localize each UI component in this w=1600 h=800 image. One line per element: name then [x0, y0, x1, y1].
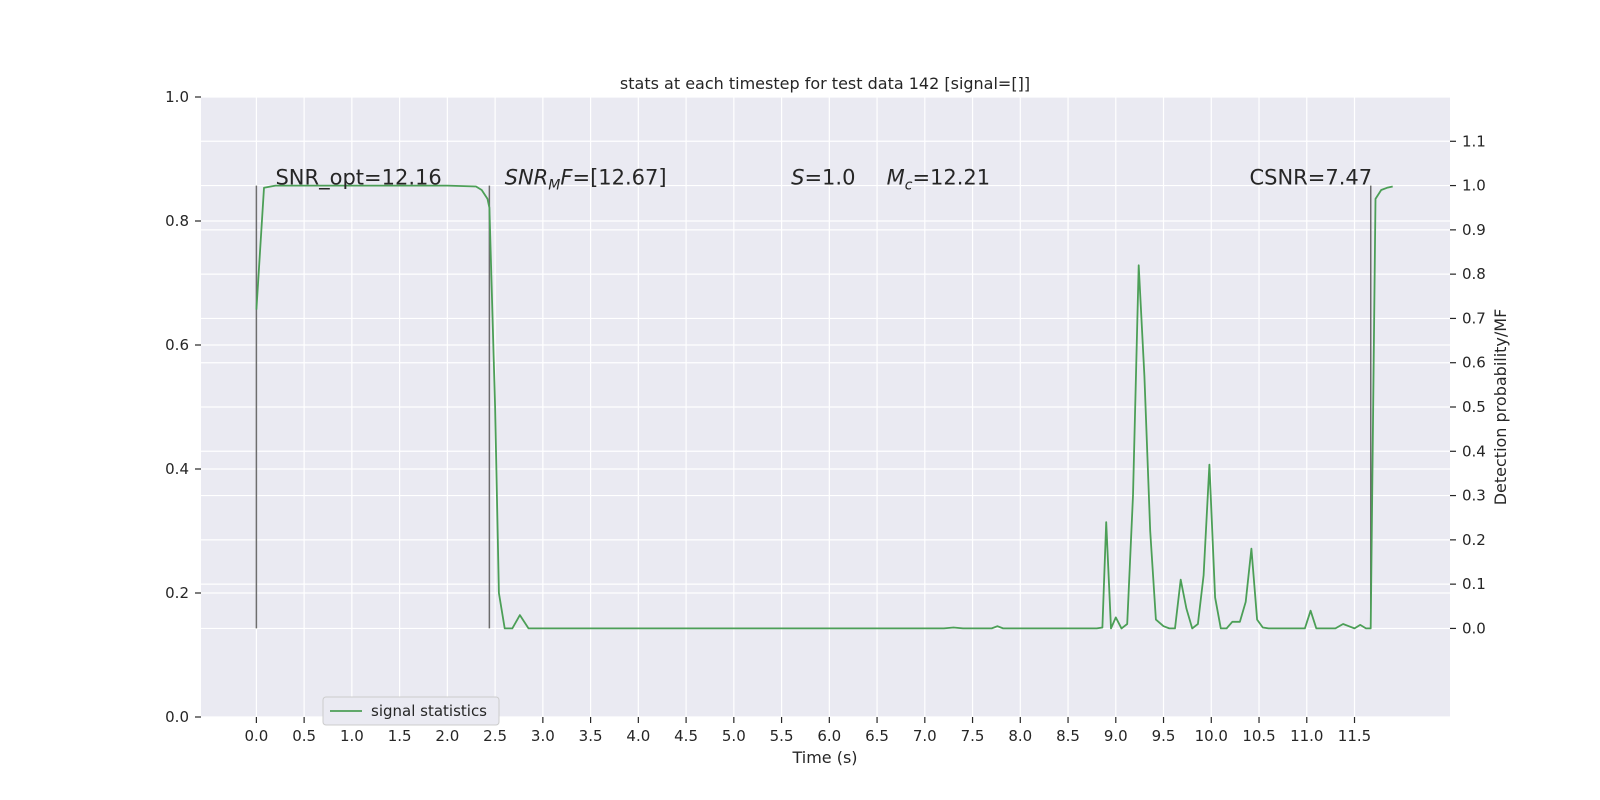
- y2-tick-label: 1.0: [1462, 177, 1486, 195]
- y2-tick-label: 0.6: [1462, 354, 1486, 372]
- y2-tick-label: 0.8: [1462, 265, 1486, 283]
- annotation-text: S=1.0: [791, 166, 855, 190]
- annotation-text: SNR_opt=12.16: [275, 166, 441, 191]
- x-tick-label: 8.0: [1008, 727, 1032, 745]
- x-tick-label: 2.0: [435, 727, 459, 745]
- y-tick-label: 0.0: [165, 708, 189, 726]
- y2-tick-label: 0.7: [1462, 309, 1486, 327]
- y2-tick-label: 0.5: [1462, 398, 1486, 416]
- x-tick-label: 0.0: [244, 727, 268, 745]
- x-tick-label: 11.5: [1338, 727, 1371, 745]
- y-tick-label: 0.8: [165, 212, 189, 230]
- y2-tick-label: 0.9: [1462, 221, 1486, 239]
- x-axis-label: Time (s): [791, 748, 857, 767]
- x-tick-label: 0.5: [292, 727, 316, 745]
- y-tick-label: 0.6: [165, 336, 189, 354]
- y-tick-label: 0.4: [165, 460, 189, 478]
- left-axis-grid: [201, 96, 1450, 718]
- x-tick-label: 6.5: [865, 727, 889, 745]
- x-tick-label: 4.5: [674, 727, 698, 745]
- x-tick-label: 8.5: [1056, 727, 1080, 745]
- x-tick-label: 1.5: [388, 727, 412, 745]
- x-tick-label: 3.5: [579, 727, 603, 745]
- x-axis-ticks: 0.0 0.5 1.0 1.5 2.0 2.5 3.0 3.5 4.0 4.5 5.0 5.5 6.0 6…: [244, 717, 1371, 745]
- x-tick-label: 5.0: [722, 727, 746, 745]
- y-tick-label: 1.0: [165, 88, 189, 106]
- right-axis-ticks: 0.0 0.1 0.2 0.3 0.4 0.5 0.6 0.7 0.8 0.9 1.0 1.1: [1450, 132, 1486, 637]
- x-tick-label: 11.0: [1290, 727, 1323, 745]
- x-tick-label: 9.5: [1152, 727, 1176, 745]
- annotation-text: CSNR=7.47: [1249, 166, 1372, 190]
- y2-tick-label: 0.0: [1462, 619, 1486, 637]
- x-tick-label: 2.5: [483, 727, 507, 745]
- x-tick-label: 10.0: [1195, 727, 1228, 745]
- y2-tick-label: 1.1: [1462, 132, 1486, 150]
- annotations: SNR_opt=12.16 SNRMF=[12.67] S=1.0 Mc=12.21 C…: [275, 166, 1372, 194]
- chart-title: stats at each timestep for test data 142…: [620, 74, 1030, 93]
- right-axis-grid: [201, 140, 1450, 630]
- x-tick-label: 5.5: [770, 727, 794, 745]
- annotation-text: SNRMF=[12.67]: [505, 166, 667, 194]
- series-layer: [255, 184, 1393, 630]
- x-tick-label: 7.5: [961, 727, 985, 745]
- series-line: [255, 184, 1393, 630]
- left-axis-ticks: 0.0 0.2 0.4 0.6 0.8 1.0: [165, 88, 201, 726]
- x-tick-label: 10.5: [1242, 727, 1275, 745]
- x-tick-label: 4.0: [626, 727, 650, 745]
- y2-axis-label: Detection probability/MF: [1491, 309, 1510, 506]
- x-tick-label: 1.0: [340, 727, 364, 745]
- annotation-text: Mc=12.21: [887, 166, 991, 194]
- legend-box: [322, 696, 500, 726]
- y2-tick-label: 0.2: [1462, 531, 1486, 549]
- legend-label: signal statistics: [371, 702, 487, 720]
- legend: signal statistics: [322, 696, 500, 726]
- x-tick-label: 7.0: [913, 727, 937, 745]
- x-tick-label: 6.0: [817, 727, 841, 745]
- x-tick-label: 3.0: [531, 727, 555, 745]
- y2-tick-label: 0.3: [1462, 487, 1486, 505]
- x-tick-label: 9.0: [1104, 727, 1128, 745]
- y2-tick-label: 0.1: [1462, 575, 1486, 593]
- y2-tick-label: 0.4: [1462, 442, 1486, 460]
- y-tick-label: 0.2: [165, 584, 189, 602]
